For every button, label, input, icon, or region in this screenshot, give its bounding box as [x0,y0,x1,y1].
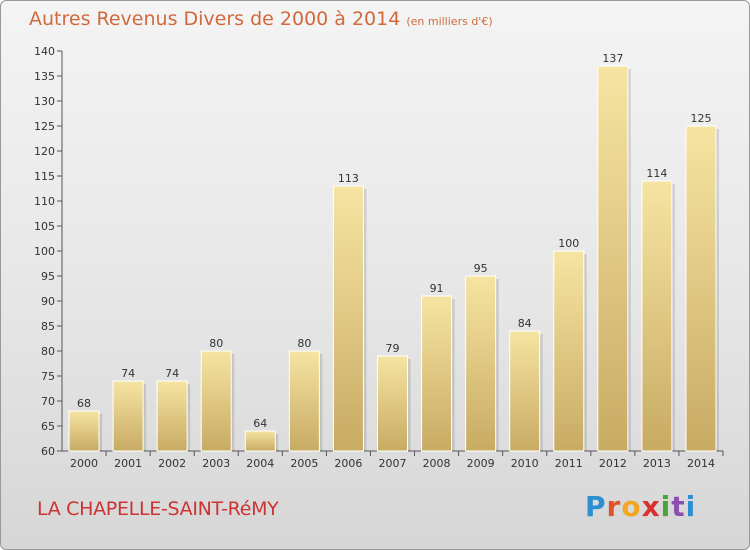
y-tick-label: 65 [41,420,55,433]
x-tick-label: 2014 [687,457,715,470]
bar [465,275,497,452]
x-tick-label: 2007 [379,457,407,470]
data-label: 80 [297,337,311,350]
y-tick-label: 90 [41,295,55,308]
y-tick-label: 125 [34,120,55,133]
logo-letter: r [606,490,622,523]
data-label: 64 [253,417,267,430]
logo-letter: t [671,490,686,523]
data-label: 95 [474,262,488,275]
y-tick-label: 60 [41,445,55,458]
data-label: 84 [518,317,532,330]
data-label: 100 [558,237,579,250]
y-tick-label: 70 [41,395,55,408]
x-tick-label: 2003 [202,457,230,470]
logo-letter: i [685,490,697,523]
y-tick-label: 100 [34,245,55,258]
y-tick-label: 110 [34,195,55,208]
x-tick-label: 2006 [334,457,362,470]
chart-title-text: Autres Revenus Divers de 2000 à 2014 [29,8,401,30]
data-label: 91 [430,282,444,295]
y-tick-label: 130 [34,95,55,108]
data-label: 74 [121,367,135,380]
y-tick-label: 105 [34,220,55,233]
x-tick-label: 2002 [158,457,186,470]
data-label: 80 [209,337,223,350]
x-tick-label: 2005 [290,457,318,470]
data-label: 137 [602,52,623,65]
data-label: 74 [165,367,179,380]
data-label: 113 [338,172,359,185]
bar [156,380,188,452]
bar [597,65,629,452]
x-tick-label: 2004 [246,457,274,470]
y-tick-label: 120 [34,145,55,158]
bar [553,250,585,452]
bar [244,430,276,452]
bar [421,295,453,452]
x-tick-label: 2001 [114,457,142,470]
bar [332,185,364,452]
bar [200,350,232,452]
x-tick-label: 2010 [511,457,539,470]
x-tick-label: 2011 [555,457,583,470]
y-tick-label: 115 [34,170,55,183]
bar [641,180,673,452]
place-name: LA CHAPELLE-SAINT-RéMY [37,498,279,520]
chart-labels: 68 74 74 80 64 80 113 79 91 95 84 100 137 114 125 [77,52,711,430]
bar [68,410,100,452]
chart-bars [68,65,719,452]
logo-letter: P [585,490,607,523]
bar [288,350,320,452]
y-tick-label: 75 [41,370,55,383]
proxiti-logo: Proxiti [585,490,696,523]
x-tick-label: 2000 [70,457,98,470]
bar [509,330,541,452]
chart-title: Autres Revenus Divers de 2000 à 2014 (en … [29,8,493,30]
x-tick-label: 2009 [467,457,495,470]
logo-letter: i [660,490,672,523]
data-label: 125 [690,112,711,125]
data-label: 68 [77,397,91,410]
x-tick-label: 2013 [643,457,671,470]
data-label: 114 [646,167,667,180]
data-label: 79 [386,342,400,355]
bar [377,355,408,452]
y-tick-label: 95 [41,270,55,283]
x-tick-label: 2012 [599,457,627,470]
y-tick-label: 80 [41,345,55,358]
y-tick-label: 140 [34,45,55,58]
bar [685,125,717,452]
logo-letter: x [641,490,661,523]
logo-letter: o [621,490,642,523]
chart-subtitle: (en milliers d'€) [406,15,493,28]
y-tick-label: 135 [34,70,55,83]
y-tick-label: 85 [41,320,55,333]
bar [112,380,144,452]
x-tick-label: 2008 [423,457,451,470]
